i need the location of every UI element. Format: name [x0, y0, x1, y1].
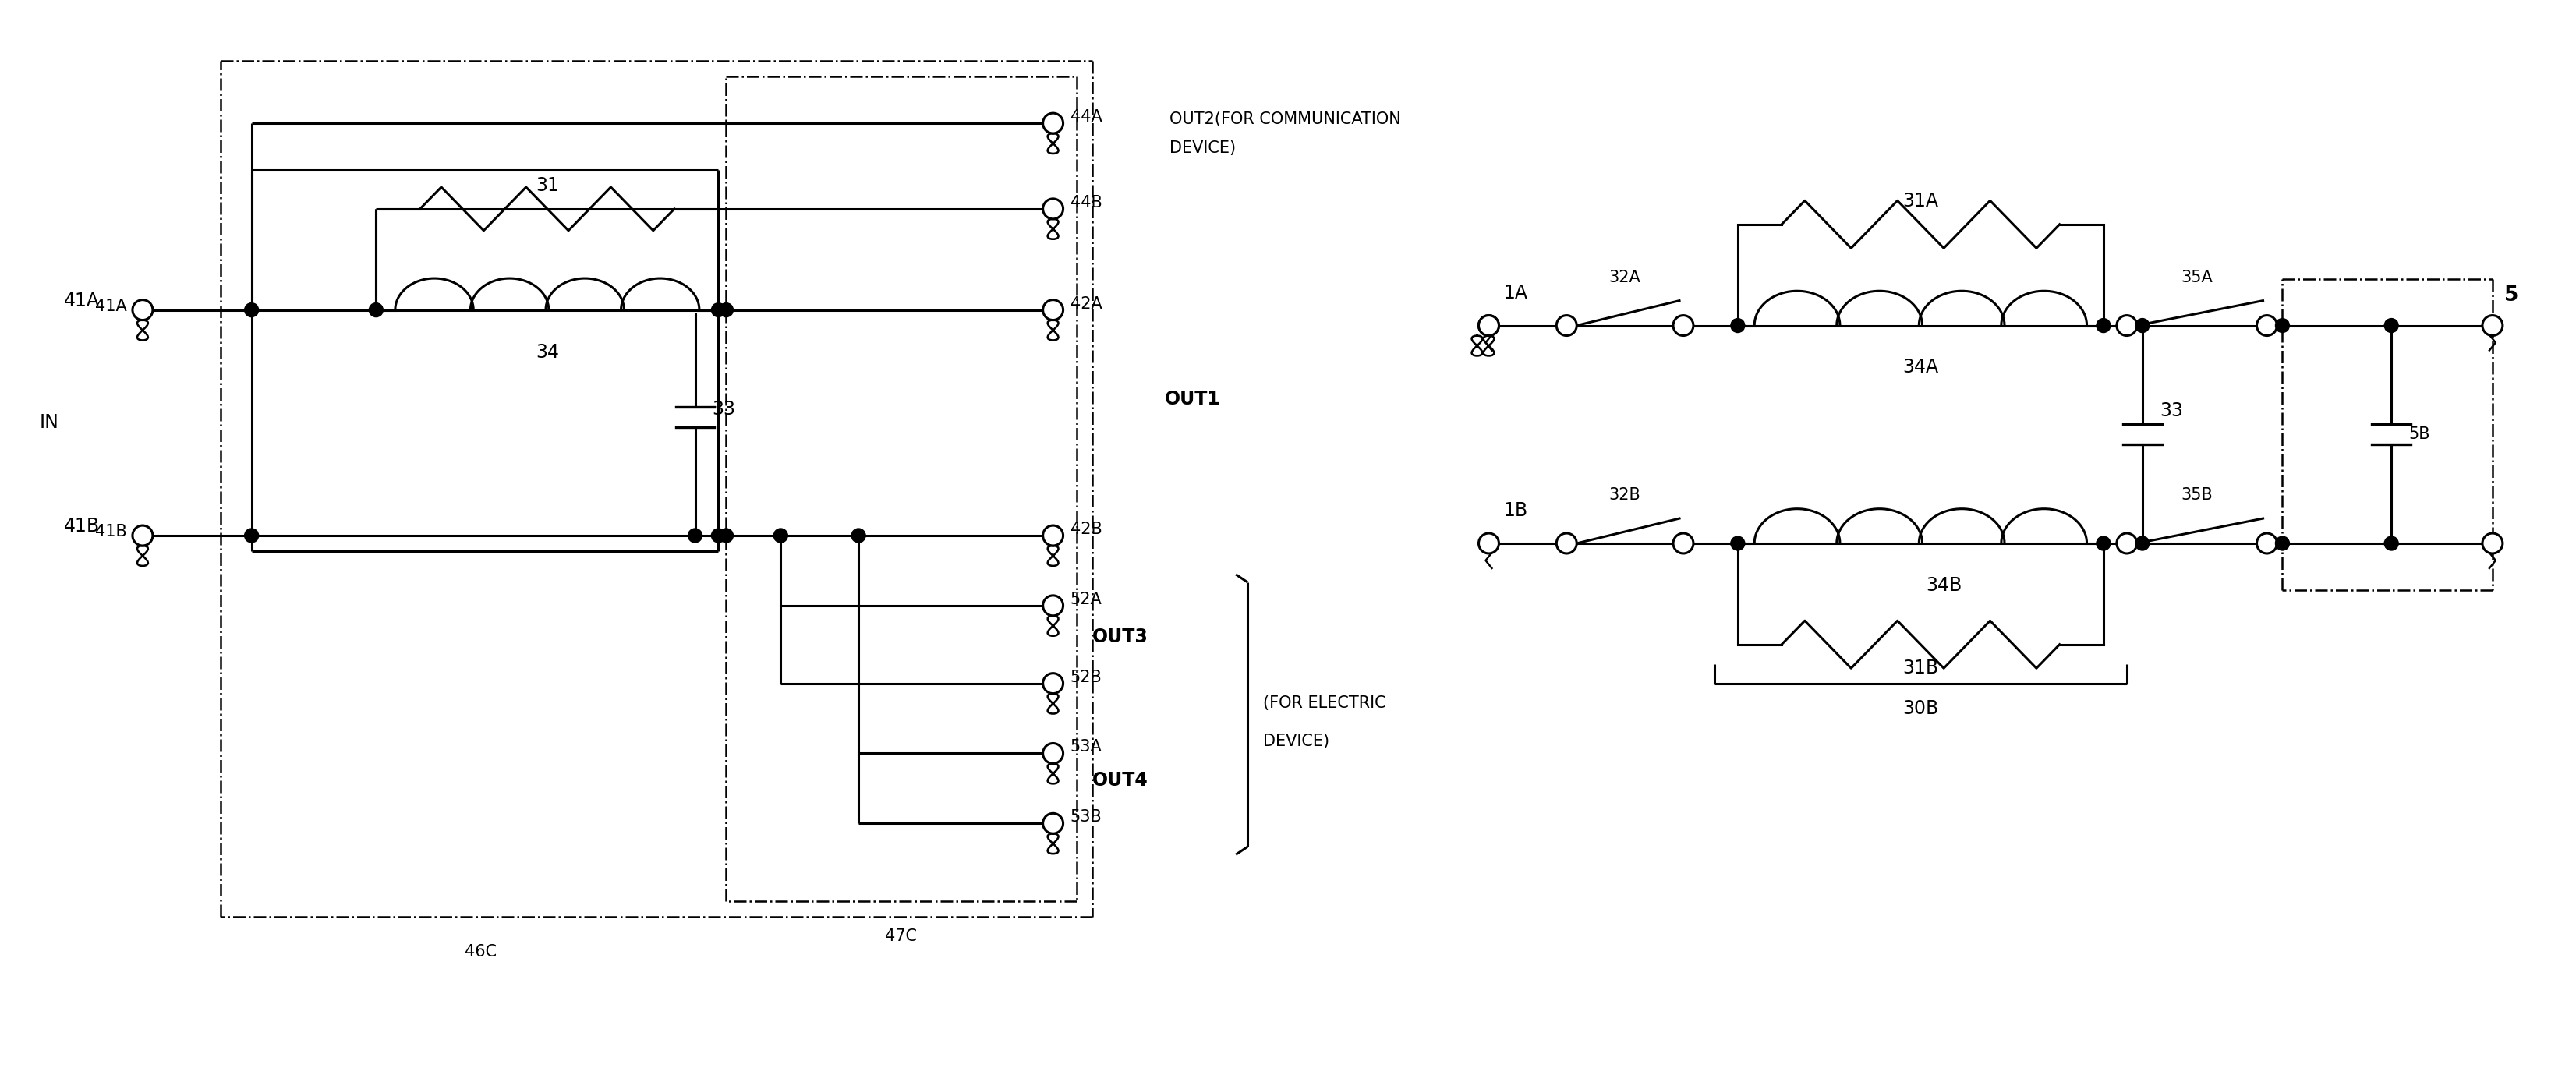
- Text: 41A: 41A: [95, 298, 126, 314]
- Text: OUT2(FOR COMMUNICATION: OUT2(FOR COMMUNICATION: [1170, 111, 1401, 127]
- Circle shape: [1043, 673, 1064, 694]
- Text: 53A: 53A: [1069, 739, 1103, 755]
- Text: 35A: 35A: [2182, 269, 2213, 285]
- Circle shape: [1731, 318, 1744, 332]
- Text: 35B: 35B: [2182, 487, 2213, 503]
- Circle shape: [131, 525, 152, 546]
- Circle shape: [1556, 316, 1577, 335]
- Text: OUT3: OUT3: [1092, 627, 1149, 646]
- Circle shape: [2275, 536, 2290, 550]
- Text: 1A: 1A: [1504, 283, 1528, 302]
- Circle shape: [1043, 525, 1064, 546]
- Circle shape: [245, 303, 258, 317]
- Text: 1B: 1B: [1504, 501, 1528, 519]
- Circle shape: [2117, 316, 2138, 335]
- Text: IN: IN: [39, 414, 59, 432]
- Circle shape: [1043, 744, 1064, 763]
- Text: 31: 31: [536, 176, 559, 195]
- Text: 32A: 32A: [1610, 269, 1641, 285]
- Text: 33: 33: [711, 400, 737, 418]
- Text: DEVICE): DEVICE): [1262, 734, 1329, 749]
- Circle shape: [131, 299, 152, 320]
- Circle shape: [2136, 536, 2148, 550]
- Text: 34A: 34A: [1904, 358, 1940, 377]
- Text: 41B: 41B: [95, 524, 126, 539]
- Circle shape: [853, 528, 866, 542]
- Circle shape: [2097, 536, 2110, 550]
- Text: 34B: 34B: [1927, 576, 1963, 595]
- Circle shape: [2275, 318, 2290, 332]
- Circle shape: [1674, 316, 1692, 335]
- Circle shape: [773, 528, 788, 542]
- Circle shape: [2385, 318, 2398, 332]
- Text: 52A: 52A: [1069, 591, 1103, 608]
- Circle shape: [1479, 534, 1499, 553]
- Circle shape: [1674, 534, 1692, 553]
- Circle shape: [2257, 534, 2277, 553]
- Text: 33: 33: [2159, 402, 2182, 420]
- Text: 41B: 41B: [64, 517, 100, 536]
- Circle shape: [688, 528, 703, 542]
- Circle shape: [719, 303, 734, 317]
- Text: 42B: 42B: [1069, 522, 1103, 537]
- Circle shape: [1043, 113, 1064, 133]
- Text: 31A: 31A: [1904, 192, 1940, 210]
- Circle shape: [2385, 536, 2398, 550]
- Text: 47C: 47C: [886, 929, 917, 944]
- Circle shape: [245, 528, 258, 542]
- Circle shape: [2117, 534, 2138, 553]
- Circle shape: [711, 303, 726, 317]
- Text: 53B: 53B: [1069, 809, 1103, 825]
- Text: 5B: 5B: [2409, 427, 2429, 442]
- Text: 52B: 52B: [1069, 670, 1103, 685]
- Circle shape: [2257, 316, 2277, 335]
- Circle shape: [2483, 316, 2504, 335]
- Text: 34: 34: [536, 343, 559, 362]
- Text: 5: 5: [2504, 285, 2519, 305]
- Text: 44A: 44A: [1069, 109, 1103, 125]
- Text: OUT1: OUT1: [1164, 390, 1221, 408]
- Text: 32B: 32B: [1610, 487, 1641, 503]
- Text: 44B: 44B: [1069, 195, 1103, 210]
- Circle shape: [1043, 813, 1064, 833]
- Circle shape: [711, 528, 726, 542]
- Text: (FOR ELECTRIC: (FOR ELECTRIC: [1262, 695, 1386, 711]
- Text: OUT4: OUT4: [1092, 771, 1149, 790]
- Text: 46C: 46C: [466, 944, 497, 959]
- Circle shape: [1731, 536, 1744, 550]
- Circle shape: [2136, 318, 2148, 332]
- Text: 41A: 41A: [64, 291, 100, 310]
- Text: 30B: 30B: [1904, 699, 1940, 718]
- Text: 31B: 31B: [1904, 659, 1940, 677]
- Circle shape: [368, 303, 384, 317]
- Circle shape: [719, 528, 734, 542]
- Circle shape: [1043, 198, 1064, 219]
- Circle shape: [1556, 534, 1577, 553]
- Circle shape: [1479, 316, 1499, 335]
- Circle shape: [1479, 316, 1499, 335]
- Circle shape: [1043, 299, 1064, 320]
- Text: 42A: 42A: [1069, 296, 1103, 311]
- Circle shape: [2483, 534, 2504, 553]
- Circle shape: [2097, 318, 2110, 332]
- Text: DEVICE): DEVICE): [1170, 140, 1236, 156]
- Circle shape: [1043, 596, 1064, 615]
